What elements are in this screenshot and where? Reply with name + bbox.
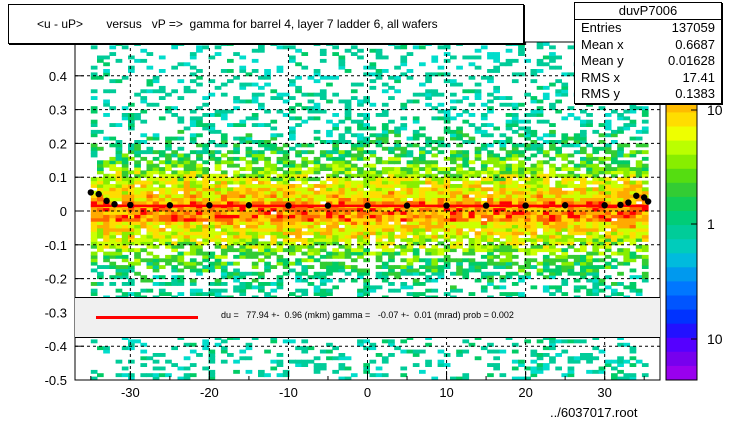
stats-row-rms-y: RMS y 0.1383 — [575, 86, 721, 103]
profile-point — [111, 201, 118, 208]
profile-point — [127, 201, 134, 209]
x-tick-label: 0 — [364, 385, 371, 400]
y-tick-label: 0.3 — [49, 103, 67, 118]
profile-point — [285, 202, 292, 209]
profile-point — [403, 202, 411, 209]
profile-point — [482, 202, 490, 209]
stats-value: 0.1383 — [675, 86, 715, 101]
profile-point — [95, 190, 102, 198]
palette-tick-label: 1 — [707, 216, 715, 232]
fit-legend-box: du = 77.94 +- 0.96 (mkm) gamma = -0.07 +… — [75, 297, 660, 338]
palette-swatch — [666, 168, 697, 184]
profile-point — [561, 202, 569, 209]
x-tick-label: 20 — [518, 385, 532, 400]
profile-point — [640, 194, 648, 201]
fit-legend-line — [96, 316, 198, 319]
palette-swatch — [666, 351, 697, 367]
profile-point — [617, 201, 624, 209]
profile-point — [644, 198, 652, 205]
profile-point — [324, 202, 332, 209]
y-tick-label: -0.3 — [45, 305, 67, 320]
palette-tick-label: 10 — [707, 102, 723, 118]
stats-value: 17.41 — [682, 69, 715, 85]
stats-label: Mean x — [581, 36, 624, 52]
profile-point — [364, 202, 371, 209]
profile-point — [206, 202, 213, 209]
y-tick-label: 0.2 — [49, 136, 67, 151]
profile-point — [601, 202, 608, 209]
fit-legend-text: du = 77.94 +- 0.96 (mkm) gamma = -0.07 +… — [221, 310, 514, 320]
stats-row-rms-x: RMS x 17.41 — [575, 70, 721, 87]
chart-title: <u - uP> versus vP => gamma for barrel 4… — [37, 17, 438, 31]
heatmap-cells — [90, 42, 649, 381]
chart-title-box: <u - uP> versus vP => gamma for barrel 4… — [8, 4, 524, 44]
stats-value: 0.6687 — [675, 36, 715, 52]
stats-value: 0.01628 — [668, 53, 715, 68]
stats-label: RMS y — [581, 86, 620, 101]
x-tick-label: 10 — [439, 385, 453, 400]
stats-row-mean-x: Mean x 0.6687 — [575, 37, 721, 54]
stats-label: RMS x — [581, 69, 620, 85]
palette-swatch — [666, 309, 697, 325]
palette-swatch — [666, 182, 697, 198]
y-tick-label: 0 — [60, 204, 67, 219]
profile-point — [522, 202, 529, 209]
x-tick-label: 30 — [597, 385, 611, 400]
y-tick-label: 0.1 — [49, 170, 67, 185]
profile-point — [443, 202, 450, 209]
x-tick-label: -10 — [279, 385, 298, 400]
palette-swatch — [666, 211, 697, 226]
y-tick-label: 0.4 — [49, 69, 67, 84]
profile-point — [87, 189, 95, 196]
profile-point — [166, 202, 174, 209]
palette-swatch — [666, 337, 697, 353]
x-tick-label: -20 — [200, 385, 219, 400]
stats-row-entries: Entries 137059 — [575, 20, 721, 37]
profile-point — [625, 199, 632, 206]
y-tick-label: -0.1 — [45, 238, 67, 253]
palette-swatch — [666, 239, 697, 254]
y-tick-label: -0.2 — [45, 272, 67, 287]
stats-row-mean-y: Mean y 0.01628 — [575, 53, 721, 70]
profile-point — [103, 197, 110, 205]
profile-point — [633, 192, 640, 199]
x-tick-label: -30 — [121, 385, 140, 400]
y-tick-label: -0.5 — [45, 373, 67, 388]
stats-name: duvP7006 — [575, 3, 721, 20]
file-name-label: ../6037017.root — [550, 405, 638, 420]
palette-swatch — [666, 140, 697, 156]
palette-swatch — [666, 323, 697, 339]
palette-swatch — [666, 365, 697, 381]
stats-box: duvP7006 Entries 137059 Mean x 0.6687 Me… — [574, 2, 722, 104]
stats-label: Entries — [581, 20, 622, 35]
y-tick-label: -0.4 — [45, 339, 67, 354]
palette-swatch — [666, 253, 697, 268]
profile-point — [245, 202, 253, 209]
palette-swatch — [666, 126, 697, 142]
palette-tick-label: 10 — [707, 331, 723, 347]
palette-swatch — [666, 267, 697, 282]
stats-label: Mean y — [581, 53, 624, 68]
stats-value: 137059 — [671, 20, 715, 35]
palette-swatch — [666, 154, 697, 170]
palette-swatch — [666, 281, 697, 296]
palette-swatch — [666, 112, 697, 127]
palette-swatch — [666, 225, 697, 240]
palette-swatch — [666, 196, 697, 212]
palette-swatch — [666, 295, 697, 311]
